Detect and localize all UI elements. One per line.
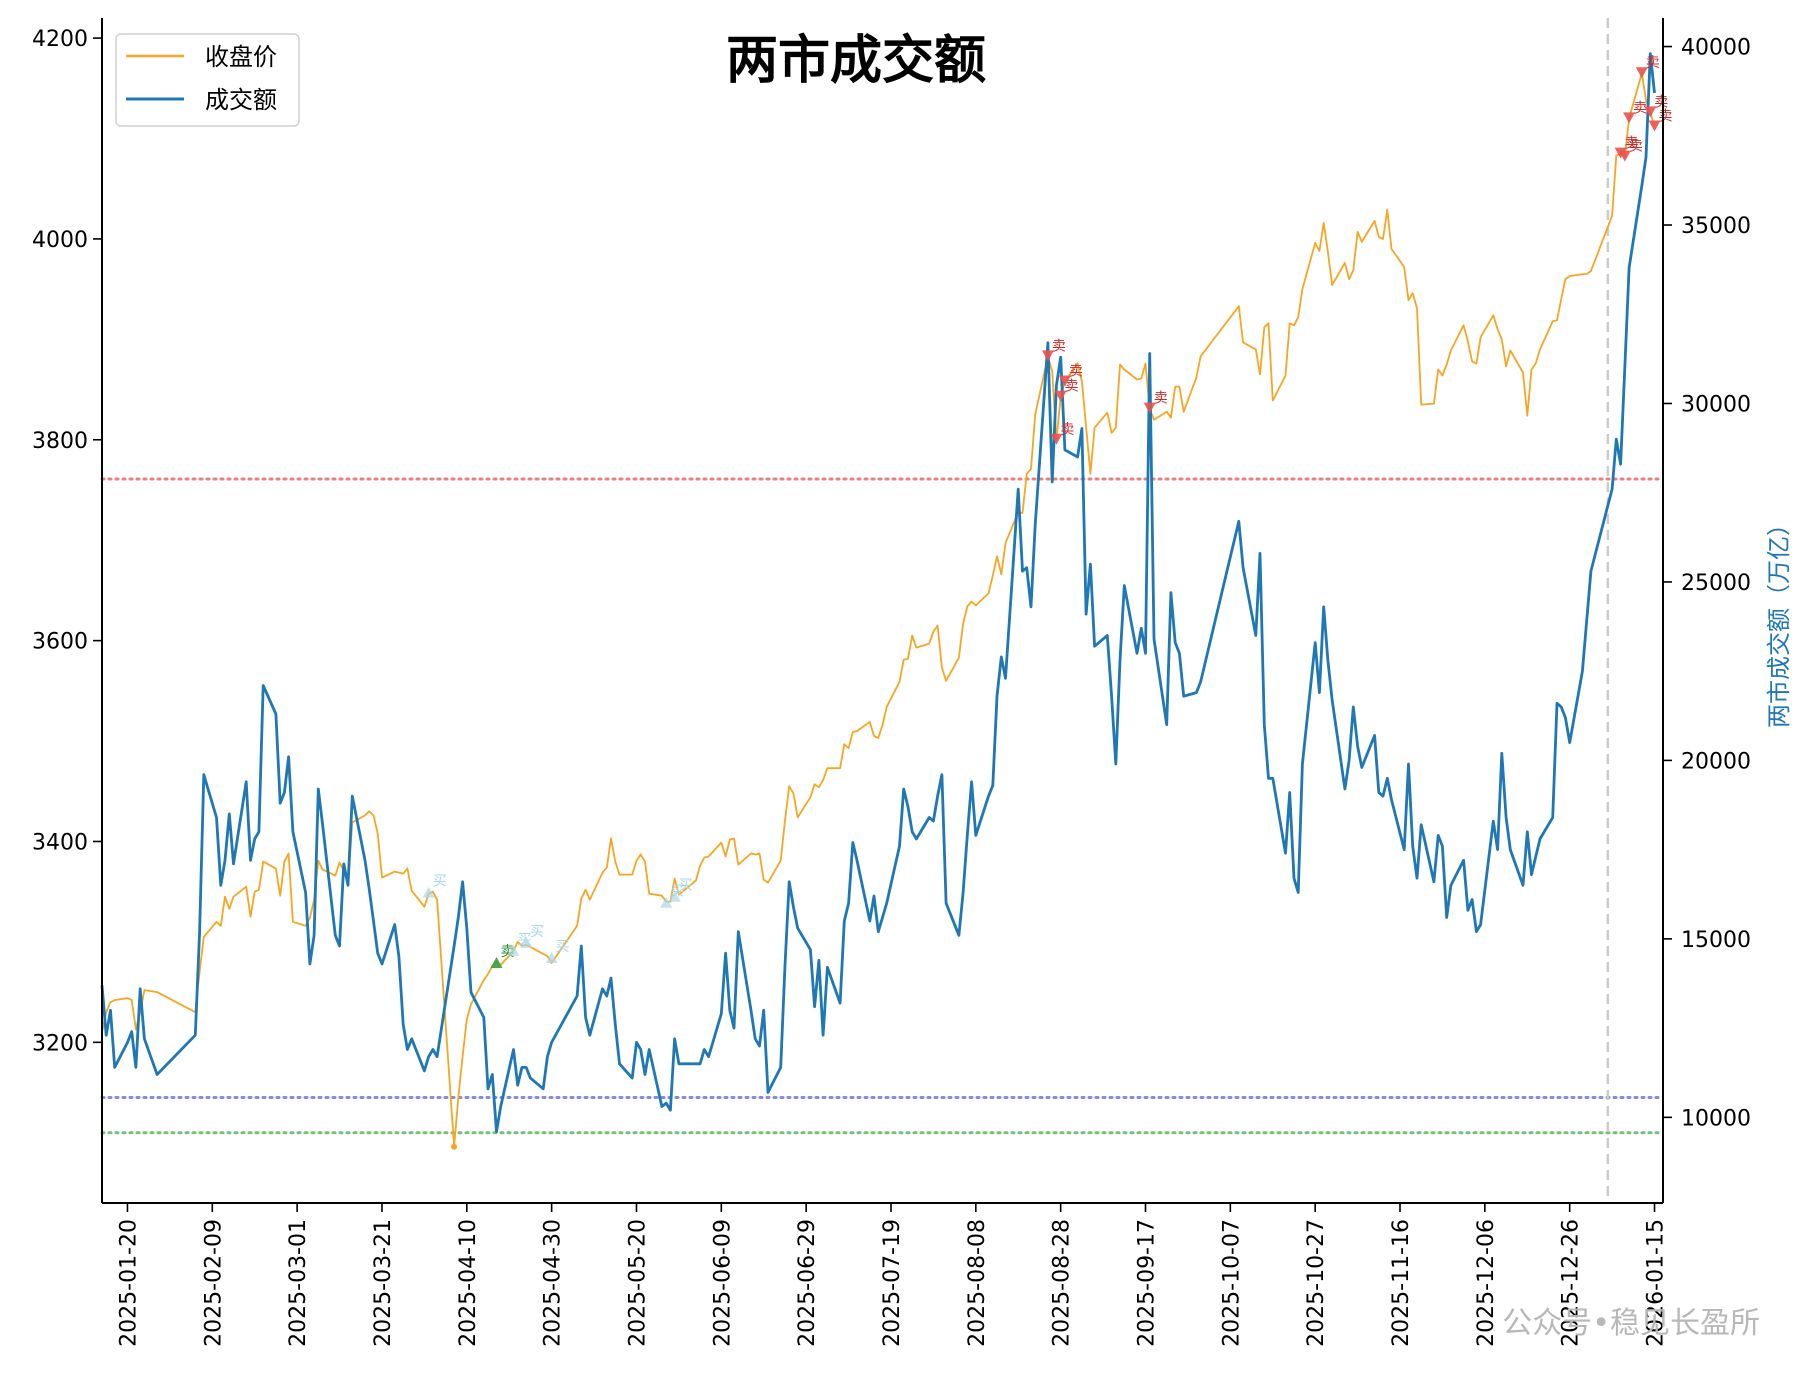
signal-marker-sell (1050, 433, 1063, 445)
signal-label: 卖 (1646, 55, 1660, 71)
axes: 3200 3400 3600 3800 4000 4200 10000 15000 20000 2… (32, 18, 1751, 1347)
x-tick-label: 2025-11-16 (1389, 1219, 1414, 1347)
signal-label: 卖 (1069, 364, 1083, 380)
signal-marker-sell (1648, 120, 1661, 132)
x-tick-label: 2025-06-29 (795, 1219, 820, 1347)
x-tick-label: 2025-10-07 (1219, 1219, 1244, 1347)
x-tick-label: 2025-02-09 (201, 1219, 226, 1347)
x-tick-label: 2025-12-26 (1559, 1219, 1584, 1347)
signal-marker-buy (520, 936, 533, 948)
right-tick-label: 10000 (1681, 1106, 1751, 1131)
signal-marker-sell (1054, 390, 1067, 402)
signal-label: 卖 (1060, 422, 1074, 438)
right-tick-label: 15000 (1681, 928, 1751, 953)
signal-label: 卖 (1654, 94, 1668, 110)
x-tick-label: 2025-03-21 (371, 1219, 396, 1347)
signal-marker-sell (1058, 375, 1071, 387)
right-tick-label: 40000 (1681, 36, 1751, 61)
signal-marker-sell (1143, 402, 1156, 414)
left-tick-label: 3800 (32, 429, 88, 454)
x-tick-label: 2025-04-10 (456, 1219, 481, 1347)
x-tick-label: 2025-08-28 (1050, 1219, 1075, 1347)
x-tick-label: 2025-03-01 (286, 1219, 311, 1347)
signal-marker-buy (668, 890, 681, 902)
x-tick-label: 2025-08-08 (965, 1219, 990, 1347)
signal-label: 卖 (1625, 136, 1639, 152)
signal-label: 买 (433, 874, 447, 890)
signal-label: 卖 (1659, 108, 1673, 124)
x-tick-label: 2025-07-19 (880, 1219, 905, 1347)
x-tick-label: 2026-01-15 (1644, 1219, 1669, 1347)
signal-marker-sell (1635, 67, 1648, 79)
legend: 收盘价 成交额 (115, 33, 300, 127)
signal-label: 卖 (1065, 379, 1079, 395)
volume-series (100, 52, 1656, 1133)
right-tick-label: 30000 (1681, 392, 1751, 417)
price-series (101, 72, 1656, 1150)
signal-marker-sell (1644, 106, 1657, 118)
signal-label: 卖 (500, 944, 514, 960)
right-tick-label: 35000 (1681, 214, 1751, 239)
x-tick-label: 2025-01-20 (116, 1219, 141, 1347)
signal-label: 买 (530, 924, 544, 940)
watermark: 公众号•稳见长盈所 (1502, 1306, 1760, 1341)
signal-marker-buy (507, 944, 520, 956)
x-tick-label: 2025-12-06 (1474, 1219, 1499, 1347)
x-tick-label: 2025-06-09 (710, 1219, 735, 1347)
signal-marker-buy (490, 956, 503, 968)
signal-label: 买 (679, 878, 693, 894)
left-tick-label: 3400 (32, 830, 88, 855)
signal-label: 卖 (1633, 100, 1647, 116)
x-tick-label: 2025-04-30 (541, 1219, 566, 1347)
price-low-point (451, 1143, 458, 1150)
reference-lines (100, 18, 1665, 1203)
signal-marker-sell (1623, 112, 1636, 124)
x-tick-label: 2025-05-20 (625, 1219, 650, 1347)
left-tick-label: 3600 (32, 630, 88, 655)
x-tick-label: 2025-10-27 (1304, 1219, 1329, 1347)
price-line (101, 72, 1656, 1148)
signal-marker-buy (422, 886, 435, 898)
left-tick-label: 4000 (32, 228, 88, 253)
legend-label-volume: 成交额 (205, 86, 277, 114)
right-tick-label: 25000 (1681, 571, 1751, 596)
signal-marker-sell (1618, 150, 1631, 162)
signal-label: 卖 (1052, 338, 1066, 354)
left-tick-label: 3200 (32, 1031, 88, 1056)
chart-title: 两市成交额 (726, 31, 986, 91)
signal-label: 卖 (1629, 139, 1643, 155)
volume-line (100, 52, 1656, 1133)
legend-label-price: 收盘价 (205, 43, 277, 71)
x-tick-label: 2025-09-17 (1134, 1219, 1159, 1347)
signal-marker-sell (1041, 350, 1054, 362)
left-tick-label: 4200 (32, 27, 88, 52)
signal-marker-buy (545, 951, 558, 963)
signal-label: 卖 (1154, 391, 1168, 407)
signal-label: 买 (556, 939, 570, 955)
right-axis-label: 两市成交额（万亿） (1765, 512, 1793, 728)
right-tick-label: 20000 (1681, 749, 1751, 774)
signal-marker-buy (660, 896, 673, 908)
